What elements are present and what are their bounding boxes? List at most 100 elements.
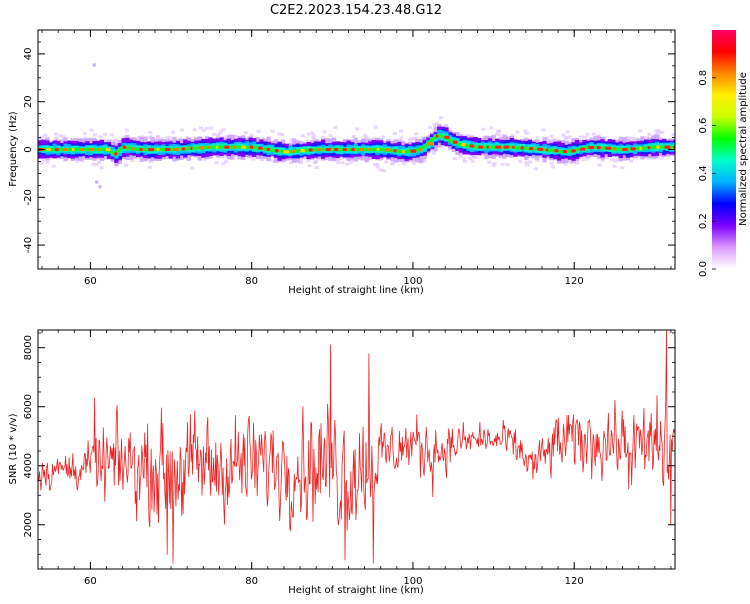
snr-frame — [37, 329, 676, 570]
spectrogram-cell — [510, 134, 515, 138]
colorbar-tick-label: 0.0 — [698, 261, 709, 277]
spectrogram-cell — [440, 144, 444, 148]
spectrogram-cell — [481, 127, 486, 131]
spectrogram-cell — [340, 161, 345, 165]
spectrogram-panel: 60 80 100 120 -40 -20 0 20 40 Height of straight… — [8, 29, 676, 296]
figure-title: C2E2.2023.154.23.48.G12 — [270, 3, 442, 18]
spectrogram-peak-cell — [427, 142, 434, 146]
spectrogram-outlier — [95, 180, 99, 184]
spectrogram-cell — [94, 163, 99, 167]
spectrogram-cell — [544, 136, 549, 140]
spectrogram-peak-cell — [122, 145, 127, 149]
spectrogram-cell — [583, 136, 588, 139]
spectrogram-cell — [462, 159, 467, 163]
spectrogram-cell — [204, 127, 209, 130]
spectrogram-cell — [199, 126, 204, 130]
colorbar-tick-label: 0.6 — [698, 118, 709, 134]
spectrogram-peak-cell — [97, 147, 100, 152]
spectrogram-peak-cell — [579, 147, 586, 151]
spectrogram-peak-cell — [376, 147, 380, 152]
spectrogram-peak-cell — [232, 145, 236, 149]
spectrogram-cell — [270, 129, 275, 133]
spectrogram-cell — [314, 165, 319, 169]
spectrogram-cell — [575, 161, 580, 165]
spectrogram-peak-cell — [630, 147, 636, 151]
x-tick-label: 80 — [245, 576, 258, 587]
spectrogram-peak-cell — [71, 147, 75, 152]
spectrogram-peak-cell — [275, 149, 279, 153]
spectrogram-cell — [277, 132, 282, 136]
spectrogram-cell — [487, 160, 492, 164]
spectrogram-peak-cell — [173, 147, 179, 151]
spectrogram-peak-cell — [537, 147, 544, 151]
spectrogram-cell — [328, 134, 333, 138]
spectrogram-peak-cell — [554, 149, 559, 153]
spectrogram-cell — [565, 130, 570, 134]
y-tick-label: 40 — [23, 48, 34, 61]
spectrogram-cell — [39, 161, 44, 165]
colorbar-tick-label: 0.2 — [698, 213, 709, 229]
spectrogram-cell — [48, 156, 53, 160]
spectrogram-peak-cell — [495, 145, 501, 149]
spectrogram-cell — [647, 132, 652, 136]
spectrogram-cell — [351, 135, 356, 138]
spectrogram-peak-cell — [88, 147, 94, 152]
spectrogram-cell — [209, 126, 214, 130]
spectrogram-cell — [289, 138, 294, 142]
spectrogram-peak-cell — [385, 148, 391, 152]
spectrogram-peak-cell — [131, 146, 134, 150]
spectrogram-peak-cell — [46, 147, 51, 152]
colorbar-gradient — [712, 30, 736, 269]
spectrogram-peak-cell — [393, 149, 397, 153]
spectrogram-cell — [93, 133, 97, 137]
spectrogram-cell — [313, 161, 317, 165]
spectrogram-peak-cell — [596, 146, 601, 150]
spectrogram-peak-cell — [469, 144, 475, 148]
spectrogram-cell — [345, 162, 350, 166]
spectrogram-cell — [549, 134, 554, 138]
spectrogram-peak-cell — [452, 140, 458, 144]
colorbar-tick-label: 0.8 — [698, 70, 709, 86]
spectrogram-cell — [585, 132, 590, 136]
spectrogram-cell — [422, 159, 427, 163]
spectrogram-cell — [401, 162, 406, 166]
spectrogram-cell — [439, 124, 444, 128]
spectrogram-cell — [190, 166, 195, 170]
spectrogram-cell — [491, 164, 496, 168]
spectrogram-cell — [363, 135, 368, 139]
spectrogram-cell — [259, 158, 264, 162]
spectrogram-peak-cell — [54, 147, 59, 152]
spectrogram-cell — [156, 135, 160, 138]
spectrogram-peak-cell — [80, 147, 84, 152]
y-tick-label: 2000 — [23, 512, 34, 537]
spectrogram-cell — [567, 135, 571, 139]
spectrogram-peak-cell — [486, 145, 489, 149]
spectrogram-peak-cell — [224, 145, 230, 149]
spectrogram-outlier — [92, 63, 96, 67]
spectrogram-cell — [98, 135, 103, 139]
spectrogram-cell — [472, 154, 477, 158]
spectrogram-cell — [533, 167, 538, 171]
spectrogram-cell — [110, 133, 114, 137]
spectrogram-cell — [638, 129, 643, 133]
spectrogram-cell — [443, 124, 448, 128]
spectrogram-ylabel: Frequency (Hz) — [8, 111, 19, 187]
spectrogram-cell — [624, 136, 629, 140]
spectrogram-cell — [581, 158, 586, 162]
spectrogram-cell — [180, 128, 185, 132]
spectrogram-cell — [224, 160, 229, 164]
spectrogram-peak-cell — [165, 147, 171, 152]
spectrogram-cell — [256, 129, 261, 133]
spectrogram-cell — [311, 134, 316, 138]
spectrogram-cell — [472, 155, 477, 159]
spectrogram-cell — [612, 164, 617, 168]
spectrogram-cell — [591, 132, 596, 136]
spectrogram-xlabel: Height of straight line (km) — [288, 285, 424, 296]
spectrogram-cell — [102, 138, 107, 142]
spectrogram-peak-cell — [215, 145, 219, 149]
spectrogram-cell — [311, 136, 316, 140]
spectrogram-cell — [658, 130, 663, 134]
spectrogram-cell — [518, 159, 522, 163]
